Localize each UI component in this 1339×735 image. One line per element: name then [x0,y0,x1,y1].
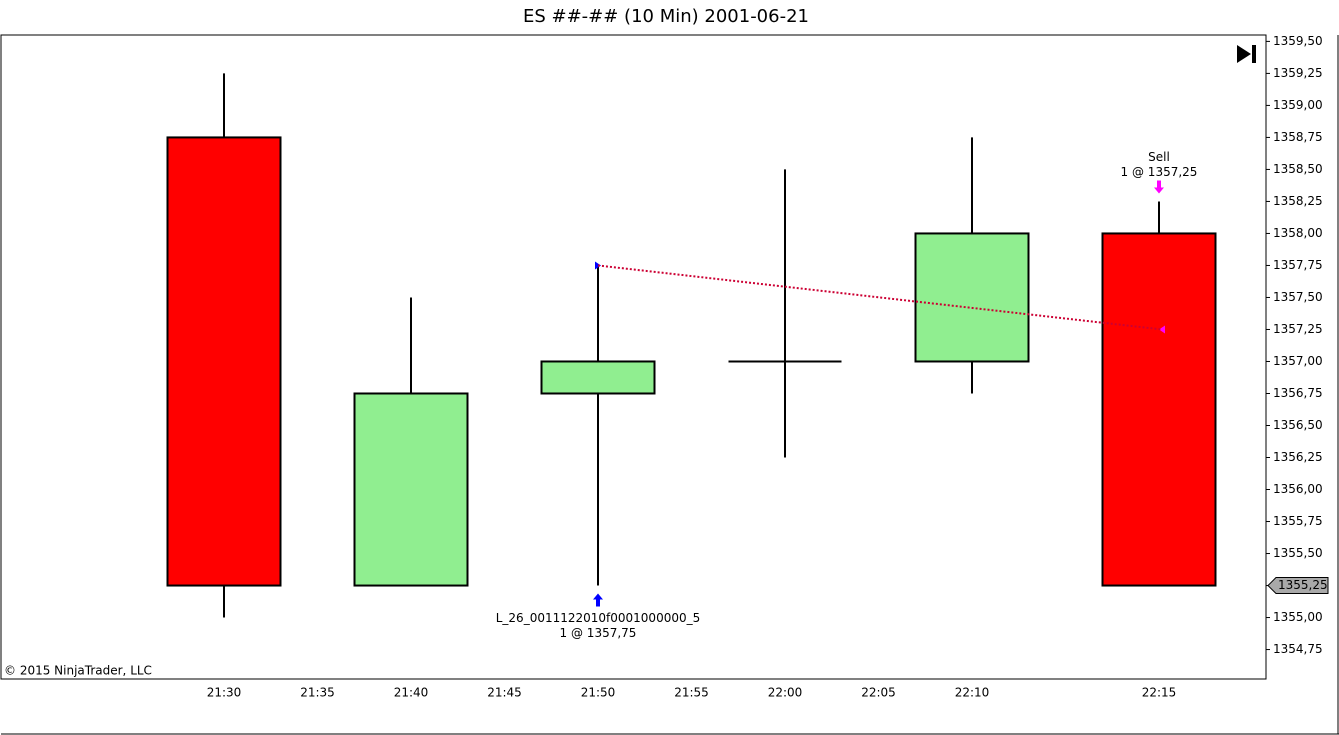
x-tick-label: 22:05 [861,686,896,700]
chart-title: ES ##-## (10 Min) 2001-06-21 [523,6,809,27]
y-tick-label: 1359,25 [1273,66,1323,80]
copyright: © 2015 NinjaTrader, LLC [4,664,152,678]
x-tick-label: 21:40 [394,686,429,700]
candle-body [540,360,656,395]
trade-detail: 1 @ 1357,75 [560,626,637,640]
candle-body [166,136,282,587]
plot-frame [0,34,1267,680]
y-tick-label: 1358,25 [1273,194,1323,208]
x-tick-label: 21:35 [300,686,335,700]
x-tick-label: 21:55 [674,686,709,700]
x-tick-label: 22:15 [1142,686,1177,700]
play-icon[interactable] [1237,45,1251,63]
y-tick-label: 1359,50 [1273,34,1323,48]
y-tick-label: 1358,00 [1273,226,1323,240]
x-tick-label: 21:45 [487,686,522,700]
y-tick-label: 1359,00 [1273,98,1323,112]
y-tick-label: 1356,50 [1273,418,1323,432]
trade-connector [597,264,1163,331]
y-tick-label: 1358,75 [1273,130,1323,144]
sell-arrow [1154,180,1164,194]
last-price-tag [1267,577,1329,595]
y-tick-label: 1356,75 [1273,386,1323,400]
trade-label: Sell [1148,150,1170,164]
y-tick-label: 1356,25 [1273,450,1323,464]
x-tick-label: 22:00 [768,686,803,700]
x-tick-label: 22:10 [955,686,990,700]
last-price-label: 1355,25 [1278,578,1328,592]
trade-detail: 1 @ 1357,25 [1121,165,1198,179]
y-tick-label: 1354,75 [1273,642,1323,656]
candle-body [1101,232,1217,587]
y-tick-label: 1356,00 [1273,482,1323,496]
exit-marker [1159,325,1165,334]
x-tick-label: 21:50 [581,686,616,700]
y-tick-label: 1358,50 [1273,162,1323,176]
y-tick-label: 1355,75 [1273,514,1323,528]
buy-arrow [593,593,603,607]
y-tick-label: 1357,00 [1273,354,1323,368]
x-tick-label: 21:30 [207,686,242,700]
y-tick-label: 1357,25 [1273,322,1323,336]
scroll-end-button[interactable] [1237,45,1256,63]
y-tick-label: 1357,75 [1273,258,1323,272]
y-tick-label: 1355,50 [1273,546,1323,560]
candle-body [353,392,469,587]
end-bar-icon[interactable] [1252,45,1256,63]
y-tick-label: 1355,00 [1273,610,1323,624]
trade-label: L_26_0011122010f0001000000_5 [496,611,701,625]
candle-body [914,232,1030,363]
y-tick-label: 1357,50 [1273,290,1323,304]
